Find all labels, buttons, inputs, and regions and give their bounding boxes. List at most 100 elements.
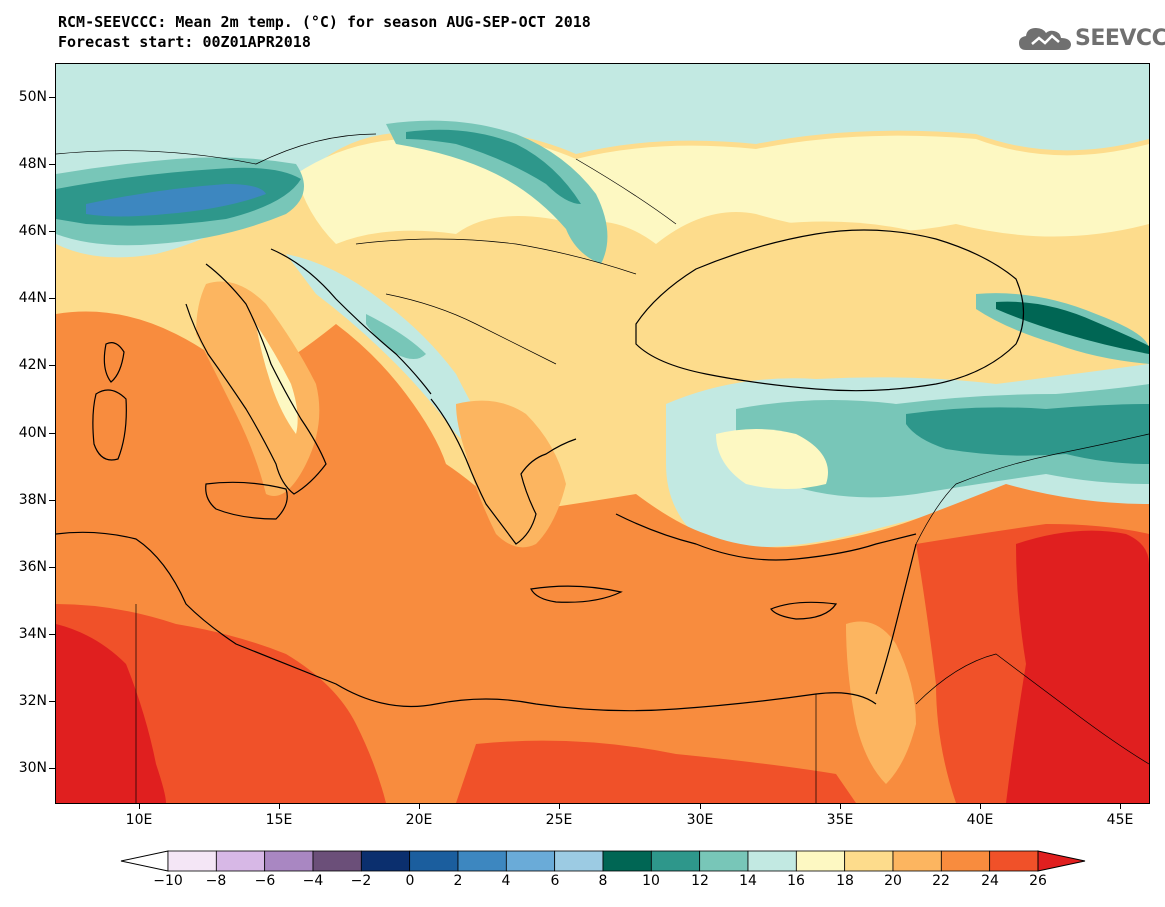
crete-coastline [530,585,623,603]
colorbar-label: −10 [153,873,183,889]
lat-label: 48N [18,156,47,172]
italy-zone [196,281,320,496]
colorbar-max-arrow [1037,850,1086,872]
lon-tick [840,803,841,809]
lat-tick [49,567,55,568]
lat-label: 30N [18,760,47,776]
lat-tick [49,298,55,299]
lat-label: 32N [18,693,47,709]
sardinia-coastline [92,389,127,461]
arabia-border [915,653,1149,765]
lat-label: 40N [18,425,47,441]
colorbar-bin [505,850,556,872]
lon-label: 15E [265,812,293,828]
colorbar-bin [167,850,217,872]
colorbar-bin [554,850,604,872]
colorbar-bin [457,850,507,872]
lat-label: 44N [18,290,47,306]
colorbar-bin [795,850,846,872]
colorbar-label: 8 [598,873,608,889]
colorbar-label: 6 [550,873,560,889]
turkey-south-coastline [615,513,917,561]
colorbar-label: 22 [932,873,950,889]
lat-tick [49,164,55,165]
colorbar-label: 12 [691,873,709,889]
coastline-group [56,229,1025,712]
black-sea-coastline [635,229,1025,392]
colorbar-label: 18 [836,873,854,889]
colorbar-min-arrow [120,850,169,872]
cyprus-coastline [770,601,838,620]
colorbar-label: 26 [1029,873,1047,889]
greece-zone [456,400,566,548]
north-africa-coastline [56,531,877,712]
colorbar-bin [409,850,459,872]
lon-tick [139,803,140,809]
lon-label: 35E [826,812,854,828]
cyprus-zone [771,595,841,623]
colorbar-bin [844,850,894,872]
border-group [56,133,1149,803]
greece-coastline [430,398,577,545]
lon-tick [700,803,701,809]
black-sea-zone [636,221,1026,389]
lat-tick [49,634,55,635]
levant-coastline [875,543,917,695]
colorbar-bin [602,850,652,872]
lon-tick [559,803,560,809]
logo-text: SEEVCCC [1075,26,1165,51]
adriatic-coastline [270,248,432,395]
lat-label: 50N [18,89,47,105]
balkan-border [385,293,557,365]
colorbar-bin [940,850,991,872]
title-line-1: RCM-SEEVCCC: Mean 2m temp. (°C) for seas… [58,13,591,31]
danube-border [355,238,637,275]
colorbar-bin [360,850,411,872]
colorbar-label: 2 [453,873,463,889]
lat-label: 42N [18,357,47,373]
lon-label: 10E [125,812,153,828]
sicily-coastline [205,481,288,520]
lat-tick [49,97,55,98]
anatolia-plateau-zone [716,429,828,489]
crete-zone [531,580,621,604]
mesopotamia-hot-zone [1006,530,1149,803]
colorbar-label: 24 [981,873,999,889]
lat-label: 38N [18,492,47,508]
lon-label: 40E [966,812,994,828]
colorbar-label: 10 [642,873,660,889]
lon-label: 20E [405,812,433,828]
colorbar-bin [264,850,314,872]
lat-label: 46N [18,223,47,239]
lon-tick [1120,803,1121,809]
italy-coastline [185,263,327,495]
temperature-map [55,63,1150,804]
lon-label: 25E [545,812,573,828]
colorbar-label: −2 [350,873,372,889]
lat-tick [49,231,55,232]
temperature-colorbar [120,850,1086,872]
lon-tick [419,803,420,809]
egypt-hot-zone [456,740,856,803]
colorbar-label: 0 [405,873,415,889]
lat-tick [49,768,55,769]
colorbar-bin [215,850,266,872]
colorbar-bin [312,850,362,872]
seevccc-logo: SEEVCCC [1018,24,1165,54]
levant-cool-zone [846,621,916,784]
colorbar-bin [747,850,797,872]
north-pale-zone [56,64,1149,258]
balkan-mountain-zone [366,314,426,359]
lat-tick [49,701,55,702]
lat-tick [49,433,55,434]
colorbar-label: −4 [302,873,324,889]
colorbar-label: 16 [787,873,805,889]
temperature-map-canvas [56,64,1149,803]
lat-tick [49,500,55,501]
colorbar-bin [892,850,942,872]
lon-label: 45E [1106,812,1134,828]
colorbar-label: −6 [254,873,276,889]
colorbar-label: 20 [884,873,902,889]
libya-hot-zone [56,624,166,803]
colorbar-bin [699,850,749,872]
